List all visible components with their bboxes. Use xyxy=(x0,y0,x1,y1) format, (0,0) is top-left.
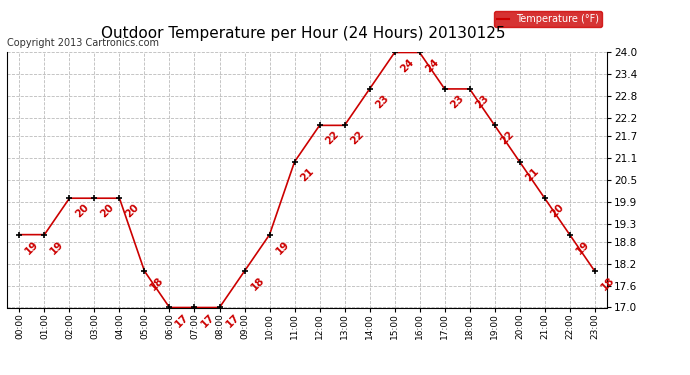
Text: 18: 18 xyxy=(599,275,616,292)
Text: 17: 17 xyxy=(199,312,216,329)
Text: 19: 19 xyxy=(274,239,291,256)
Text: 19: 19 xyxy=(23,239,41,256)
Text: Copyright 2013 Cartronics.com: Copyright 2013 Cartronics.com xyxy=(7,38,159,48)
Text: 17: 17 xyxy=(224,312,241,329)
Text: 22: 22 xyxy=(348,129,366,147)
Text: 22: 22 xyxy=(324,129,341,147)
Text: 21: 21 xyxy=(524,166,541,183)
Legend: Temperature (°F): Temperature (°F) xyxy=(494,12,602,27)
Text: 18: 18 xyxy=(248,275,266,292)
Text: 22: 22 xyxy=(499,129,516,147)
Text: 18: 18 xyxy=(148,275,166,292)
Text: 20: 20 xyxy=(74,202,91,220)
Text: 20: 20 xyxy=(124,202,141,220)
Text: 24: 24 xyxy=(399,57,416,74)
Text: 20: 20 xyxy=(99,202,116,220)
Text: 19: 19 xyxy=(48,239,66,256)
Text: 23: 23 xyxy=(374,93,391,110)
Text: 17: 17 xyxy=(174,312,191,329)
Text: Outdoor Temperature per Hour (24 Hours) 20130125: Outdoor Temperature per Hour (24 Hours) … xyxy=(101,26,506,41)
Text: 19: 19 xyxy=(574,239,591,256)
Text: 23: 23 xyxy=(448,93,466,110)
Text: 20: 20 xyxy=(549,202,566,220)
Text: 23: 23 xyxy=(474,93,491,110)
Text: 24: 24 xyxy=(424,57,441,74)
Text: 21: 21 xyxy=(299,166,316,183)
